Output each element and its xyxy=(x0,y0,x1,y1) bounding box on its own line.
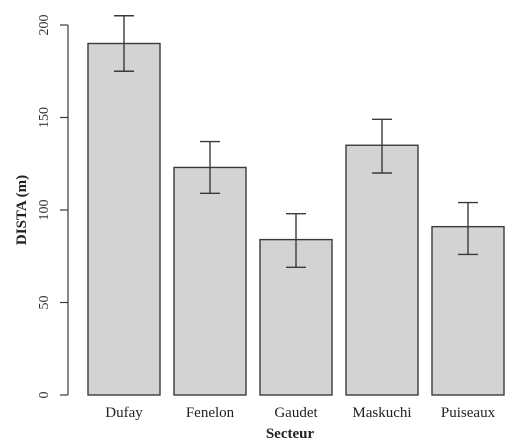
y-axis: 0 50 100 150 200 xyxy=(37,15,69,399)
y-tick-label: 0 xyxy=(37,392,52,399)
x-tick-label: Fenelon xyxy=(186,405,235,421)
bar-dufay xyxy=(87,42,161,396)
bar-fenelon xyxy=(173,166,247,396)
y-axis-title: DISTA (m) xyxy=(14,175,30,245)
error-bars xyxy=(114,15,478,269)
x-tick-label: Dufay xyxy=(105,405,143,421)
x-tick-label: Maskuchi xyxy=(352,405,411,421)
x-tick-label: Puiseaux xyxy=(441,405,496,421)
y-tick-label: 100 xyxy=(37,200,52,221)
x-axis-title: Secteur xyxy=(266,426,315,442)
x-tick-label: Gaudet xyxy=(274,405,318,421)
bar-maskuchi xyxy=(345,144,419,396)
y-tick-label: 50 xyxy=(37,296,52,310)
y-tick-label: 200 xyxy=(37,15,52,36)
y-tick-label: 150 xyxy=(37,107,52,128)
x-axis-labels: Dufay Fenelon Gaudet Maskuchi Puiseaux xyxy=(105,405,495,421)
